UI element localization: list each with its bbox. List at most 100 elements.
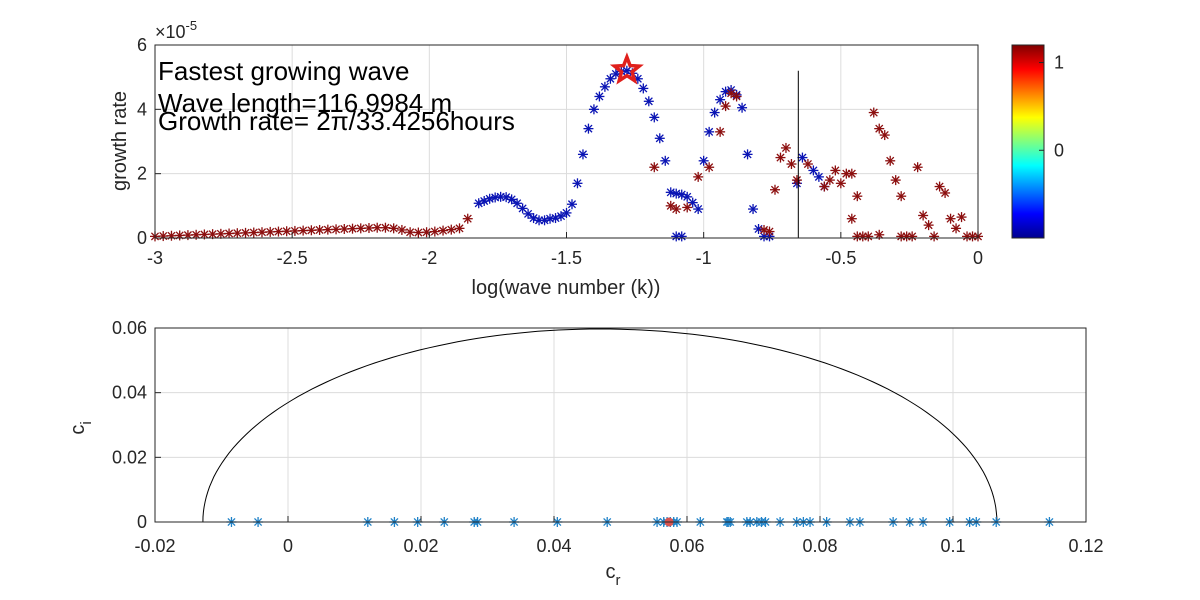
growth-point [896, 231, 907, 242]
top-x-tick-label: -2.5 [277, 248, 308, 268]
colorbar-gradient [1011, 44, 1045, 239]
growth-point [339, 223, 350, 234]
growth-point [388, 223, 399, 234]
growth-point [665, 200, 676, 211]
growth-point [660, 155, 671, 166]
growth-point [846, 213, 857, 224]
bottom-x-tick-label: 0.02 [403, 536, 438, 556]
colorbar: 10 [1011, 44, 1064, 239]
growth-point [314, 224, 325, 235]
growth-rate-plot: -3 -2.5 -2 -1.5 -1 -0.5 0 0 2 4 6 ×10-5 log(wave n… [109, 18, 983, 299]
growth-point [868, 107, 879, 118]
top-x-tick-label: -2 [421, 248, 437, 268]
growth-point [912, 162, 923, 173]
growth-point [556, 211, 567, 222]
semicircle-bound [202, 328, 998, 523]
bottom-ticks: -0.02 0 0.02 0.04 0.06 0.08 0.1 0.12 0 0.02 0.04 0.… [112, 318, 1104, 556]
growth-point [890, 175, 901, 186]
annotation-title: Fastest growing wave [158, 56, 409, 86]
growth-point [577, 149, 588, 160]
top-y-tick-label: 6 [137, 35, 147, 55]
growth-point [698, 155, 709, 166]
growth-point [715, 94, 726, 105]
growth-point [682, 202, 693, 213]
growth-point [879, 130, 890, 141]
growth-point [232, 228, 243, 239]
growth-point [846, 168, 857, 179]
growth-point [588, 104, 599, 115]
bottom-y-tick-label: 0.04 [112, 383, 147, 403]
growth-point [643, 96, 654, 107]
growth-point [824, 175, 835, 186]
bottom-y-tick-label: 0.06 [112, 318, 147, 338]
growth-point [956, 212, 967, 223]
growth-point [852, 191, 863, 202]
bottom-y-tick-label: 0.02 [112, 447, 147, 467]
growth-point [363, 223, 374, 234]
top-series [150, 65, 983, 242]
growth-point [791, 175, 802, 186]
growth-point [207, 229, 218, 240]
growth-point [726, 88, 737, 99]
growth-point [429, 226, 440, 237]
growth-point [769, 184, 780, 195]
growth-point [523, 208, 534, 219]
growth-point [720, 101, 731, 112]
growth-point [764, 226, 775, 237]
growth-point [638, 83, 649, 94]
growth-point [446, 224, 457, 235]
growth-point [693, 204, 704, 215]
growth-point [802, 159, 813, 170]
growth-point [438, 225, 449, 236]
growth-point [951, 223, 962, 234]
top-x-tick-label: 0 [973, 248, 983, 268]
phase-speed-plot: -0.02 0 0.02 0.04 0.06 0.08 0.1 0.12 0 0.02 0.04 0.… [67, 318, 1104, 589]
growth-point [372, 222, 383, 233]
growth-point [731, 91, 742, 102]
top-y-axis-label: growth rate [109, 91, 131, 191]
growth-point [780, 142, 791, 153]
growth-point [248, 227, 259, 238]
growth-point [835, 178, 846, 189]
top-x-tick-label: -1.5 [551, 248, 582, 268]
growth-point [380, 222, 391, 233]
growth-point [676, 231, 687, 242]
growth-point [649, 112, 660, 123]
top-x-axis-label: log(wave number (k)) [472, 277, 661, 299]
y-exponent-base: ×10-5 [155, 18, 197, 42]
bottom-x-tick-label: 0.1 [940, 536, 965, 556]
growth-point [940, 187, 951, 198]
growth-point [748, 204, 759, 215]
colorbar-tick-label: 1 [1054, 53, 1064, 73]
growth-point [934, 181, 945, 192]
growth-point [506, 194, 517, 205]
growth-point [929, 231, 940, 242]
top-ticks: -3 -2.5 -2 -1.5 -1 -0.5 0 0 2 4 6 [137, 35, 983, 268]
growth-point [671, 204, 682, 215]
growth-point [896, 191, 907, 202]
bottom-x-tick-label: -0.02 [134, 536, 175, 556]
growth-point [583, 123, 594, 134]
bottom-x-tick-label: 0.08 [802, 536, 837, 556]
growth-point [413, 227, 424, 238]
growth-point [517, 203, 528, 214]
growth-point [709, 107, 720, 118]
growth-point [599, 81, 610, 92]
growth-point [742, 149, 753, 160]
growth-point [306, 225, 317, 236]
top-y-tick-label: 4 [137, 99, 147, 119]
growth-point [654, 133, 665, 144]
growth-point [945, 213, 956, 224]
growth-point [462, 213, 473, 224]
top-x-tick-label: -3 [147, 248, 163, 268]
bottom-y-tick-label: 0 [137, 512, 147, 532]
growth-point [819, 181, 830, 192]
growth-point [715, 126, 726, 137]
bottom-x-tick-label: 0.04 [536, 536, 571, 556]
annotation-wave-length: Wave length=116.9984 m [158, 88, 452, 118]
top-x-tick-label: -0.5 [825, 248, 856, 268]
growth-point [923, 220, 934, 231]
growth-point [704, 162, 715, 173]
growth-point [561, 207, 572, 218]
bottom-y-axis-label: ci [67, 421, 95, 434]
